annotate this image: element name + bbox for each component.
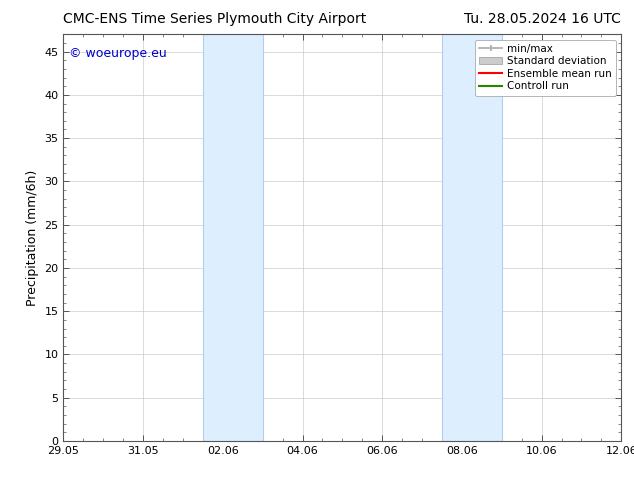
Bar [203, 34, 262, 441]
Bar [442, 34, 501, 441]
Y-axis label: Precipitation (mm/6h): Precipitation (mm/6h) [26, 170, 39, 306]
Text: © woeurope.eu: © woeurope.eu [69, 47, 167, 59]
Text: Tu. 28.05.2024 16 UTC: Tu. 28.05.2024 16 UTC [465, 12, 621, 26]
Legend: min/max, Standard deviation, Ensemble mean run, Controll run: min/max, Standard deviation, Ensemble me… [475, 40, 616, 96]
Text: CMC-ENS Time Series Plymouth City Airport: CMC-ENS Time Series Plymouth City Airpor… [63, 12, 366, 26]
